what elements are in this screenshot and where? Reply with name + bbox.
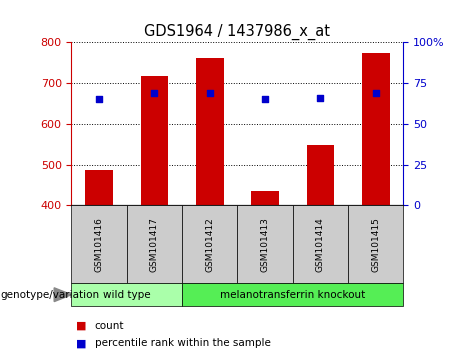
Bar: [307, 145, 334, 205]
Text: melanotransferrin knockout: melanotransferrin knockout: [220, 290, 366, 300]
Bar: [182, 205, 237, 283]
Point: [261, 97, 269, 102]
Bar: [196, 58, 224, 205]
Bar: [182, 283, 403, 306]
Text: GSM101415: GSM101415: [371, 217, 380, 272]
Text: percentile rank within the sample: percentile rank within the sample: [95, 338, 271, 348]
Point: [372, 90, 379, 96]
Text: ■: ■: [76, 338, 87, 348]
Bar: [237, 205, 293, 283]
Text: GSM101417: GSM101417: [150, 217, 159, 272]
Text: count: count: [95, 321, 124, 331]
Text: GSM101412: GSM101412: [205, 217, 214, 272]
Bar: [348, 205, 403, 283]
Text: wild type: wild type: [103, 290, 151, 300]
Bar: [362, 53, 390, 205]
Bar: [127, 205, 182, 283]
Text: genotype/variation: genotype/variation: [0, 290, 99, 300]
Bar: [71, 283, 182, 306]
Point: [151, 90, 158, 96]
Bar: [71, 205, 127, 283]
Point: [95, 97, 103, 102]
Bar: [251, 191, 279, 205]
Bar: [85, 170, 113, 205]
Point: [317, 95, 324, 101]
Polygon shape: [54, 288, 71, 302]
Point: [206, 90, 213, 96]
Bar: [293, 205, 348, 283]
Text: GSM101413: GSM101413: [260, 217, 270, 272]
Text: GSM101416: GSM101416: [95, 217, 104, 272]
Text: GSM101414: GSM101414: [316, 217, 325, 272]
Bar: [141, 76, 168, 205]
Text: ■: ■: [76, 321, 87, 331]
Title: GDS1964 / 1437986_x_at: GDS1964 / 1437986_x_at: [144, 23, 331, 40]
